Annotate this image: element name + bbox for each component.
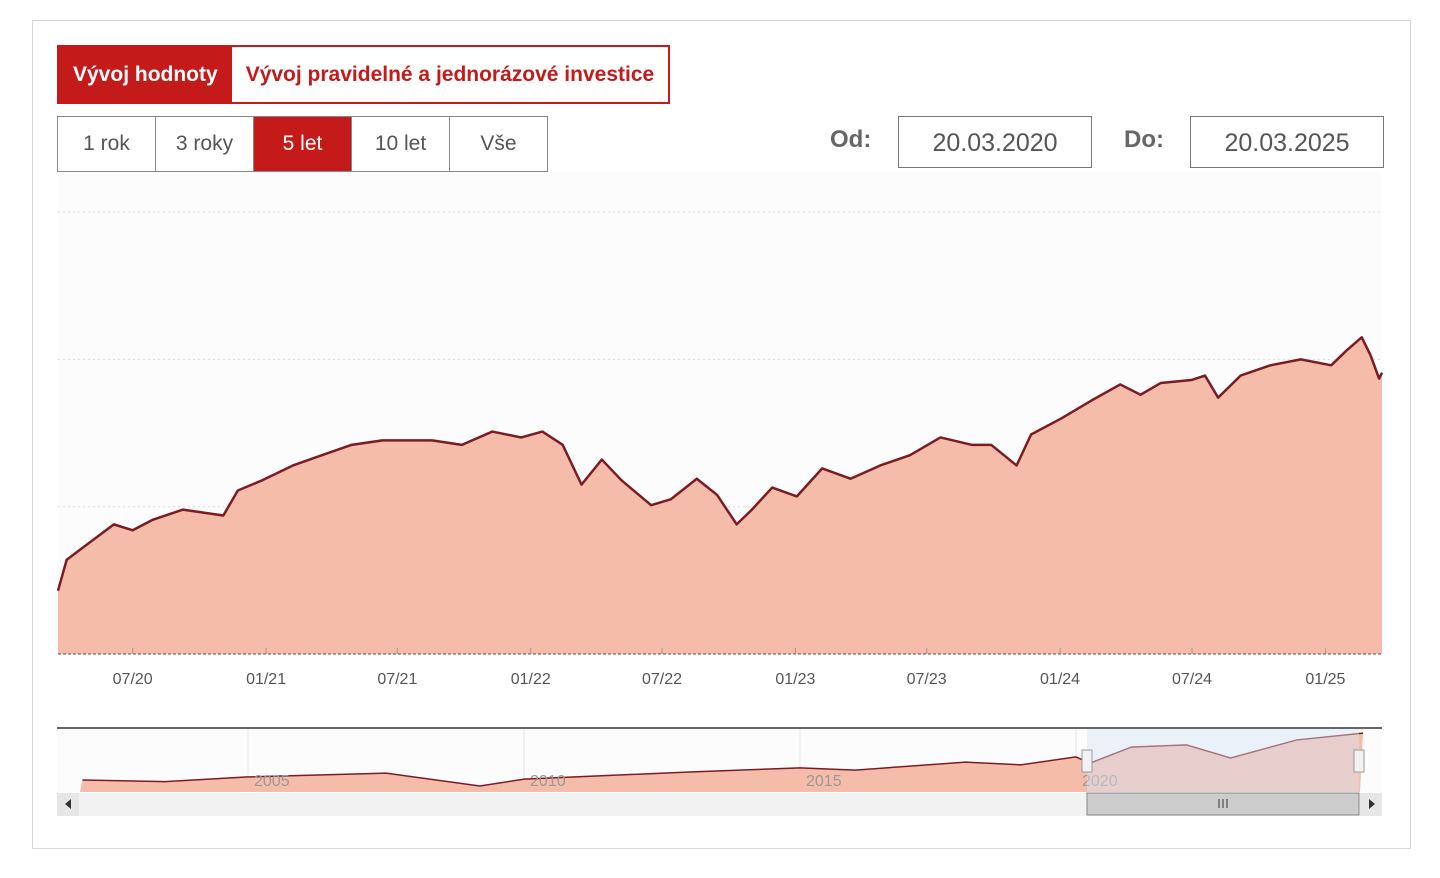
- from-label: Od:: [830, 126, 872, 153]
- navigator-selected-range[interactable]: [1087, 729, 1359, 792]
- navigator-handle[interactable]: [1353, 749, 1365, 773]
- from-date-input[interactable]: 20.03.2020: [898, 116, 1092, 168]
- navigator-area: [80, 733, 1364, 792]
- navigator-line: [82, 732, 1364, 787]
- x-tick-label: 01/25: [1305, 671, 1345, 688]
- navigator-handle[interactable]: [1081, 749, 1093, 773]
- series-line: [56, 336, 1384, 591]
- range-5y-button[interactable]: 5 let: [254, 117, 352, 171]
- to-date-input[interactable]: 20.03.2025: [1190, 116, 1384, 168]
- range-10y-button[interactable]: 10 let: [352, 117, 450, 171]
- navigator-tick-label: 2005: [254, 773, 290, 790]
- arrow-right-icon: [1369, 799, 1375, 809]
- series-area: [58, 337, 1382, 654]
- x-tick-label: 01/24: [1040, 671, 1080, 688]
- to-label: Do:: [1124, 126, 1164, 153]
- scrollbar-track[interactable]: [57, 793, 1382, 816]
- range-all-button[interactable]: Vše: [450, 117, 547, 171]
- x-tick-label: 07/20: [113, 671, 153, 688]
- view-tabs: Vývoj hodnoty Vývoj pravidelné a jednorá…: [57, 45, 671, 104]
- navigator-tick-label: 2015: [806, 773, 842, 790]
- tab-investment-development[interactable]: Vývoj pravidelné a jednorázové investice: [231, 47, 669, 102]
- x-tick-label: 01/23: [775, 671, 815, 688]
- range-selector: 1 rok 3 roky 5 let 10 let Vše: [57, 116, 548, 172]
- tab-value-development[interactable]: Vývoj hodnoty: [59, 47, 232, 102]
- navigator-tick-label: 2010: [530, 773, 566, 790]
- x-tick-label: 01/22: [511, 671, 551, 688]
- chart-container: [32, 20, 1411, 849]
- range-1y-button[interactable]: 1 rok: [58, 117, 156, 171]
- x-tick-label: 01/21: [246, 671, 286, 688]
- x-tick-label: 07/23: [907, 671, 947, 688]
- x-tick-label: 07/24: [1172, 671, 1212, 688]
- x-tick-label: 07/21: [377, 671, 417, 688]
- navigator-tick-label: 2020: [1082, 773, 1118, 790]
- range-3y-button[interactable]: 3 roky: [156, 117, 254, 171]
- x-tick-label: 07/22: [642, 671, 682, 688]
- arrow-left-icon: [65, 799, 71, 809]
